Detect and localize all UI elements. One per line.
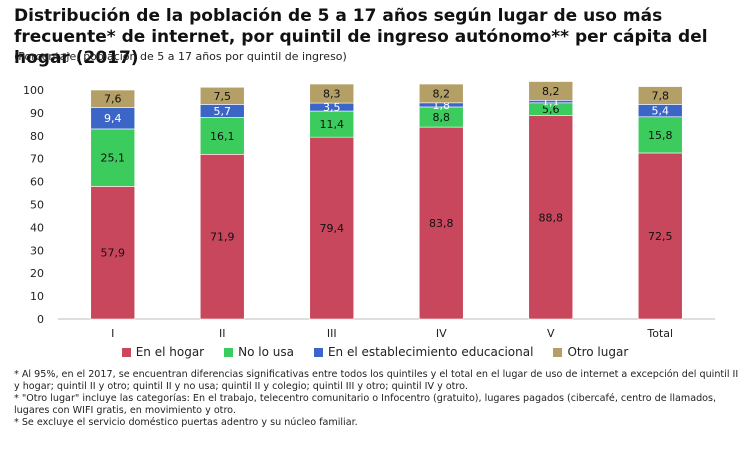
bar-segment <box>309 83 355 104</box>
chart-legend: En el hogar No lo usa En el establecimie… <box>0 345 750 359</box>
data-label: 11,4 <box>320 118 345 131</box>
bar-segment <box>528 115 574 320</box>
bar-segment <box>90 89 136 108</box>
data-label: 72,5 <box>648 230 673 243</box>
bar-segment <box>309 110 355 138</box>
legend-swatch-hogar <box>121 347 131 357</box>
data-label: 7,6 <box>104 93 122 106</box>
data-label: 8,2 <box>542 85 560 98</box>
y-tick-label: 60 <box>30 176 44 189</box>
footnotes: * Al 95%, en el 2017, se encuentran dife… <box>14 369 740 429</box>
data-label: 16,1 <box>210 130 235 143</box>
data-label: 7,8 <box>652 89 670 102</box>
legend-item-otro: Otro lugar <box>553 345 628 359</box>
stacked-bar-chart: 0 10 20 30 40 50 60 70 80 90 100 57,9 25,1 9,4 7,6 I 71,… <box>23 81 715 340</box>
bar-segment <box>528 81 574 101</box>
data-label: 3,5 <box>323 101 341 114</box>
x-tick-label: I <box>111 327 114 340</box>
bar-segment <box>90 186 136 320</box>
y-tick-label: 70 <box>30 153 44 166</box>
x-tick-label: IV <box>436 327 447 340</box>
x-tick-label: III <box>327 327 337 340</box>
chart-subtitle: (Porcentaje, población de 5 a 17 años po… <box>14 50 347 63</box>
footnote-3: * Se excluye el servicio doméstico puert… <box>14 417 358 428</box>
y-tick-label: 100 <box>23 84 44 97</box>
data-label: 71,9 <box>210 231 235 244</box>
legend-swatch-otro <box>553 347 563 357</box>
y-tick-label: 30 <box>30 244 44 257</box>
data-label: 5,4 <box>652 105 670 118</box>
legend-label-no-usa: No lo usa <box>238 345 294 359</box>
footnote-2: * "Otro lugar" incluye las categorías: E… <box>14 393 717 416</box>
legend-label-establecimiento: En el establecimiento educacional <box>327 345 534 359</box>
y-tick-label: 10 <box>30 290 44 303</box>
bar-segment <box>199 86 245 105</box>
x-tick-label: II <box>219 327 226 340</box>
bar-segment <box>90 128 136 187</box>
chart-title: Distribución de la población de 5 a 17 a… <box>14 6 708 68</box>
data-label: 7,5 <box>214 90 232 103</box>
x-tick-label: V <box>547 327 555 340</box>
legend-label-otro: Otro lugar <box>567 345 629 359</box>
y-tick-label: 90 <box>30 107 44 120</box>
legend-item-hogar: En el hogar <box>121 345 205 359</box>
bar-segment <box>637 152 683 320</box>
data-label: 79,4 <box>320 222 345 235</box>
bar-segment <box>418 83 464 104</box>
data-label: 15,8 <box>648 129 673 142</box>
data-label: 9,4 <box>104 112 122 125</box>
data-label: 57,9 <box>101 247 126 260</box>
data-label: 5,7 <box>214 105 232 118</box>
data-label: 8,2 <box>433 87 451 100</box>
bar-segment <box>309 136 355 320</box>
x-tick-label: Total <box>646 327 673 340</box>
data-label: 88,8 <box>539 211 564 224</box>
data-label: 8,8 <box>433 111 451 124</box>
data-label: 83,8 <box>429 217 454 230</box>
bar-segment <box>637 86 683 105</box>
bar-segment <box>418 126 464 320</box>
legend-swatch-establecimiento <box>313 347 323 357</box>
legend-label-hogar: En el hogar <box>135 345 205 359</box>
legend-item-no-usa: No lo usa <box>224 345 294 359</box>
legend-item-establecimiento: En el establecimiento educacional <box>313 345 534 359</box>
data-label: 5,6 <box>542 103 560 116</box>
data-label: 8,3 <box>323 88 341 101</box>
data-label: 25,1 <box>101 152 126 165</box>
footnote-1: * Al 95%, en el 2017, se encuentran dife… <box>14 369 739 392</box>
y-tick-label: 0 <box>37 313 44 326</box>
y-tick-label: 40 <box>30 221 44 234</box>
y-tick-label: 50 <box>30 199 44 212</box>
y-tick-label: 80 <box>30 130 44 143</box>
legend-swatch-no-usa <box>224 347 234 357</box>
y-tick-label: 20 <box>30 267 44 280</box>
